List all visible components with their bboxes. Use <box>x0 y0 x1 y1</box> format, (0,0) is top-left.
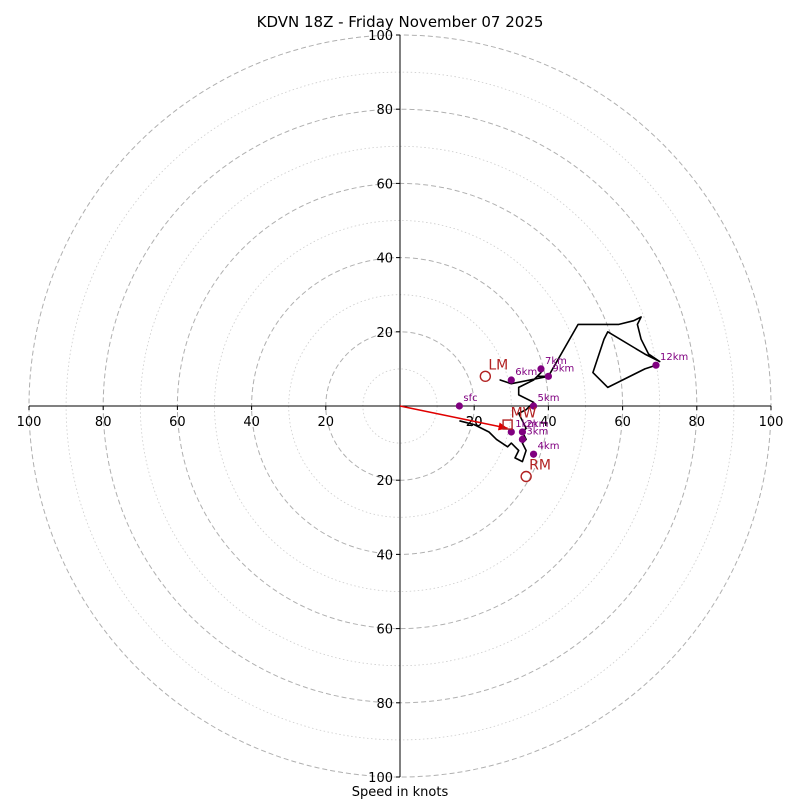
storm-motion-marker-rm <box>520 470 532 483</box>
height-label-1km: 1km <box>515 419 537 430</box>
hodograph-trace <box>459 316 661 463</box>
shear-vector-line <box>399 405 508 430</box>
x-tick-label: 20 <box>318 415 335 430</box>
y-tick-label: 60 <box>376 177 393 192</box>
y-tick-label: 40 <box>376 548 393 563</box>
x-axis-label: Speed in knots <box>352 785 449 800</box>
height-label-12km: 12km <box>660 352 688 363</box>
height-label-2km: 2km <box>526 419 548 430</box>
x-tick-label: 40 <box>540 415 557 430</box>
y-tick-label: 100 <box>368 771 393 786</box>
height-label-sfc: sfc <box>463 393 477 404</box>
height-point-3km <box>518 435 527 443</box>
storm-motion-marker-mw <box>502 419 513 430</box>
height-point-7km <box>537 365 545 373</box>
storm-motion-label-lm: LM <box>488 357 508 373</box>
height-label-7km: 7km <box>545 356 567 367</box>
storm-motion-marker-lm <box>479 370 492 383</box>
y-tick-label: 20 <box>376 474 393 489</box>
height-point-5km <box>529 402 538 410</box>
height-point-1km <box>507 428 515 436</box>
x-tick-label: 40 <box>243 415 260 430</box>
storm-motion-markers: LM RM MW <box>479 357 551 483</box>
x-tick-label: 60 <box>614 415 631 430</box>
x-tick-label: 100 <box>17 415 42 430</box>
y-tick-label: 100 <box>368 29 393 44</box>
y-tick-label: 80 <box>376 103 393 118</box>
chart-title: KDVN 18Z - Friday November 07 2025 <box>257 13 544 31</box>
height-point-2km <box>518 428 527 436</box>
x-tick-label: 80 <box>95 415 112 430</box>
height-point-9km <box>544 372 553 380</box>
storm-motion-label-rm: RM <box>529 457 551 473</box>
x-tick-label: 60 <box>169 415 186 430</box>
y-tick-label: 80 <box>376 697 393 712</box>
height-label-6km: 6km <box>515 367 537 378</box>
shear-vector <box>399 405 508 431</box>
height-label-5km: 5km <box>538 393 560 404</box>
x-tick-label: 80 <box>689 415 706 430</box>
storm-motion-label-mw: MW <box>511 406 537 422</box>
axis-ticks: 100 80 60 40 20 20 40 60 80 100100806040202040608… <box>17 29 784 786</box>
y-tick-label: 40 <box>376 252 393 267</box>
y-tick-label: 20 <box>376 326 393 341</box>
height-label-9km: 9km <box>552 363 574 374</box>
x-tick-label: 100 <box>759 415 784 430</box>
height-label-3km: 3km <box>526 426 548 437</box>
y-tick-label: 60 <box>376 623 393 638</box>
height-label-4km: 4km <box>538 441 560 452</box>
height-point-sfc <box>455 402 463 410</box>
height-point-12km <box>652 361 660 369</box>
height-point-4km <box>529 450 538 458</box>
height-point-6km <box>507 376 515 384</box>
